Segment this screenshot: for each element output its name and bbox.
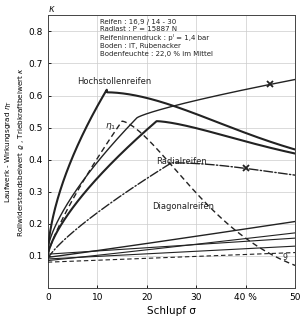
- Text: $\eta_1$: $\eta_1$: [105, 121, 116, 132]
- X-axis label: Schlupf σ: Schlupf σ: [147, 306, 196, 316]
- Text: Reifen : 16,9 / 14 - 30
Radlast : P = 15887 N
Reifeninnendruck : pᴵ = 1,4 bar
Bo: Reifen : 16,9 / 14 - 30 Radlast : P = 15…: [100, 19, 213, 57]
- Text: Diagonalreifen: Diagonalreifen: [152, 202, 214, 211]
- Y-axis label: Laufwerk - Wirkungsgrad $\eta_T$
Rollwiderstandsbeiwert $\varrho$ , Triebkraftbe: Laufwerk - Wirkungsgrad $\eta_T$ Rollwid…: [4, 67, 26, 236]
- Text: 9: 9: [283, 252, 288, 262]
- Text: Radialreifen: Radialreifen: [156, 157, 207, 166]
- Text: $\kappa$: $\kappa$: [48, 4, 56, 14]
- Text: Hochstollenreifen: Hochstollenreifen: [77, 77, 152, 86]
